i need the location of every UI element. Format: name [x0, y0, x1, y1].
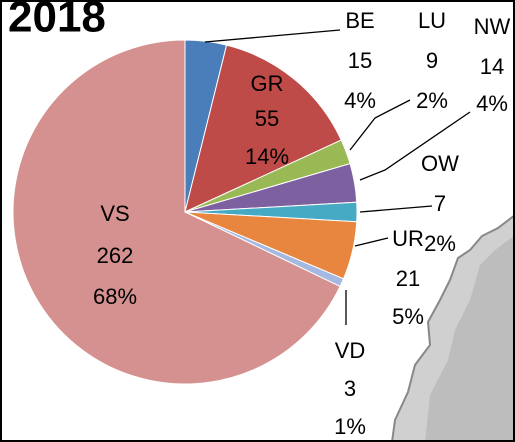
slice-value: 262 [97, 243, 134, 268]
slice-label: VS [100, 201, 129, 226]
slice-value: 21 [396, 266, 420, 291]
pie-slice [12, 39, 341, 385]
leader-line [354, 237, 389, 247]
slice-label: OW [421, 151, 459, 176]
leader-line [204, 29, 341, 43]
slice-share: 4% [476, 91, 508, 116]
slice-label: GR [251, 71, 284, 96]
slice-share: 2% [416, 88, 448, 113]
slice-share: 2% [424, 231, 456, 256]
slice-share: 1% [334, 414, 366, 439]
slice-label: UR [392, 226, 424, 251]
slice-label: BE [345, 8, 374, 33]
pie-slice [184, 44, 342, 213]
leader-line [359, 205, 433, 213]
slice-value: 3 [344, 376, 356, 401]
slice-value: 7 [434, 191, 446, 216]
slice-value: 14 [480, 54, 504, 79]
slice-share: 14% [245, 144, 289, 169]
slice-share: 68% [93, 284, 137, 309]
slice-value: 15 [348, 48, 372, 73]
slice-value: 9 [426, 48, 438, 73]
slice-share: 4% [344, 88, 376, 113]
leader-line [349, 99, 411, 151]
slice-label: VD [335, 338, 366, 363]
slice-share: 5% [392, 304, 424, 329]
map-shade [425, 235, 515, 442]
chart-title: 2018 [8, 0, 106, 42]
leader-line [359, 111, 471, 181]
slice-label: NW [474, 14, 511, 39]
slice-label: LU [418, 8, 446, 33]
slice-value: 55 [255, 106, 279, 131]
